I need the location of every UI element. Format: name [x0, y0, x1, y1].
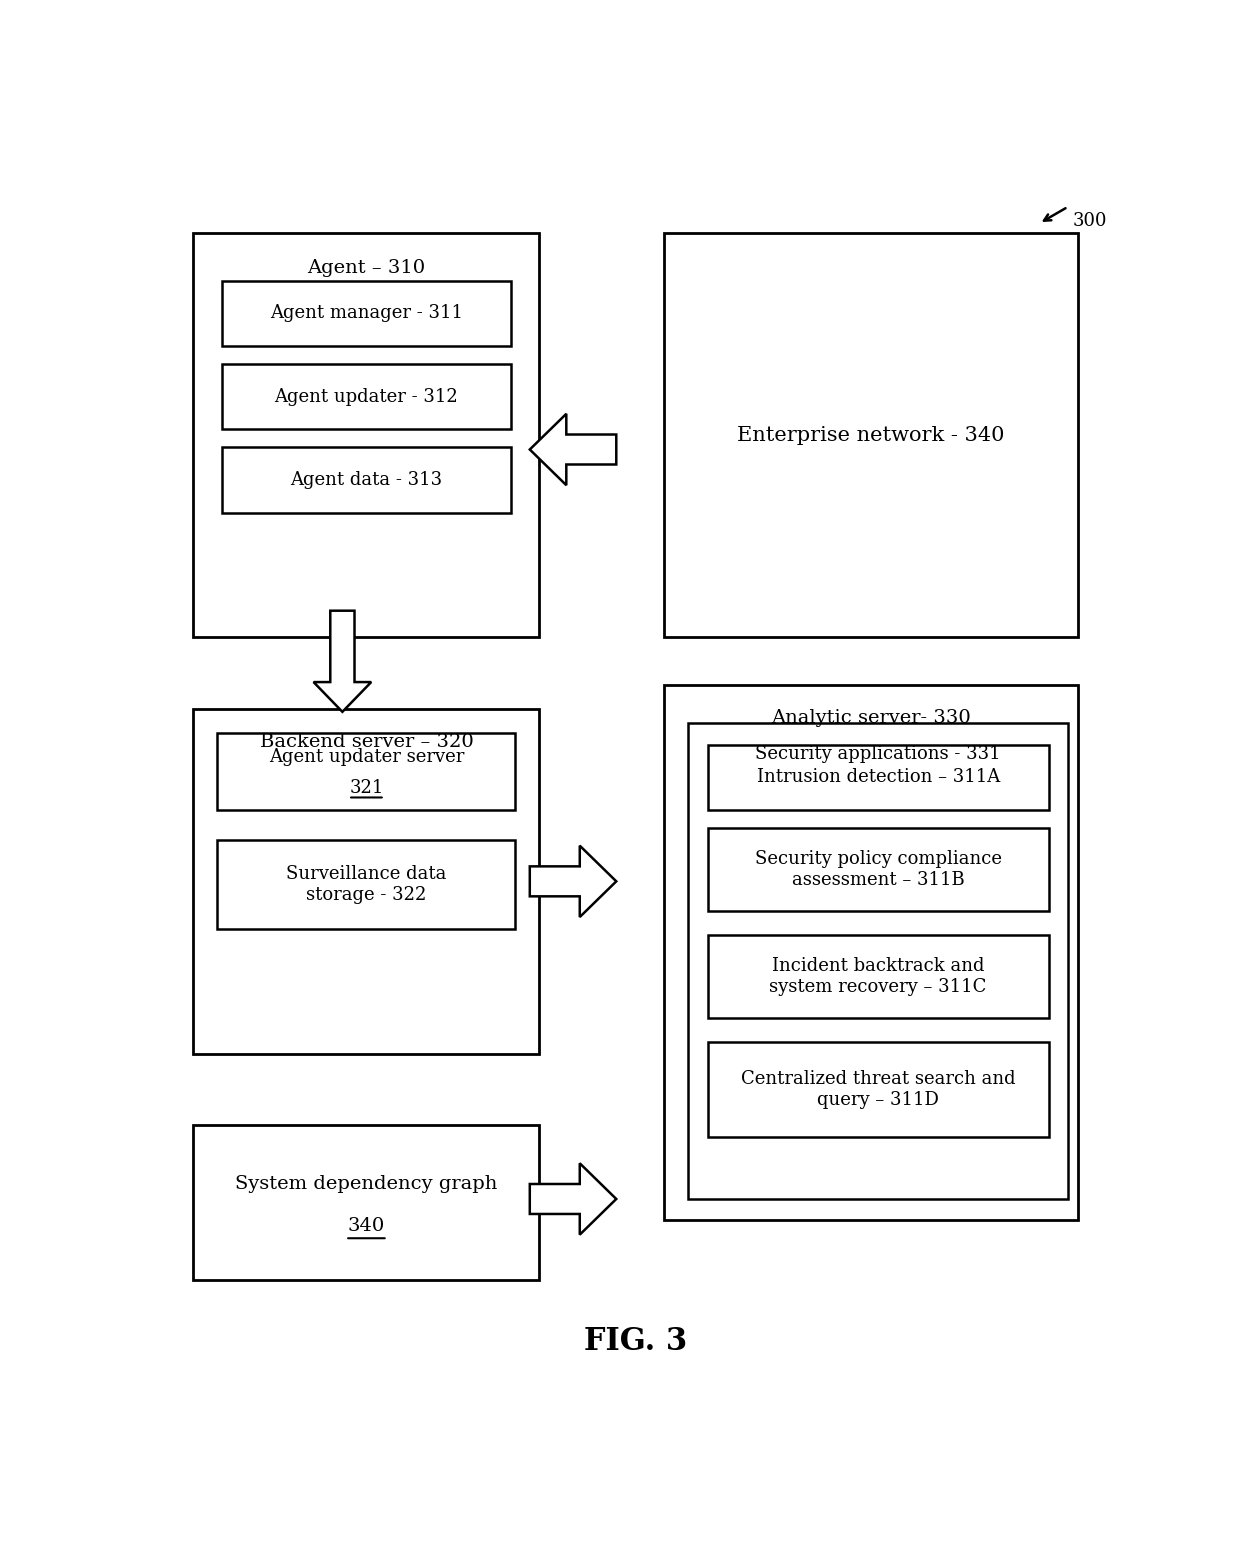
FancyBboxPatch shape	[665, 233, 1078, 638]
Polygon shape	[529, 1163, 616, 1234]
Text: 340: 340	[347, 1217, 386, 1236]
Text: Security applications - 331: Security applications - 331	[755, 745, 1001, 763]
Text: Security policy compliance
assessment – 311B: Security policy compliance assessment – …	[755, 850, 1002, 888]
Text: Incident backtrack and
system recovery – 311C: Incident backtrack and system recovery –…	[770, 956, 987, 997]
Text: Agent updater server: Agent updater server	[269, 748, 464, 766]
Text: 300: 300	[1073, 212, 1107, 230]
FancyBboxPatch shape	[665, 684, 1078, 1221]
Polygon shape	[529, 845, 616, 918]
Text: Backend server – 320: Backend server – 320	[259, 732, 474, 751]
FancyBboxPatch shape	[217, 840, 516, 929]
FancyBboxPatch shape	[217, 732, 516, 810]
Text: Centralized threat search and
query – 311D: Centralized threat search and query – 31…	[740, 1071, 1016, 1109]
Polygon shape	[314, 610, 371, 712]
Text: Agent – 310: Agent – 310	[308, 260, 425, 277]
Text: Surveillance data
storage - 322: Surveillance data storage - 322	[286, 865, 446, 904]
Text: Agent data - 313: Agent data - 313	[290, 471, 443, 488]
FancyBboxPatch shape	[222, 281, 511, 346]
Text: FIG. 3: FIG. 3	[584, 1326, 687, 1357]
FancyBboxPatch shape	[708, 935, 1049, 1018]
FancyBboxPatch shape	[688, 723, 1068, 1199]
FancyBboxPatch shape	[193, 233, 539, 638]
Text: Analytic server- 330: Analytic server- 330	[771, 709, 971, 726]
Text: Enterprise network - 340: Enterprise network - 340	[738, 426, 1004, 445]
Text: Intrusion detection – 311A: Intrusion detection – 311A	[756, 768, 999, 786]
Text: Agent updater - 312: Agent updater - 312	[274, 388, 459, 406]
FancyBboxPatch shape	[222, 447, 511, 513]
FancyBboxPatch shape	[708, 1041, 1049, 1137]
FancyBboxPatch shape	[193, 1125, 539, 1279]
Text: System dependency graph: System dependency graph	[236, 1174, 497, 1193]
FancyBboxPatch shape	[222, 365, 511, 430]
FancyBboxPatch shape	[193, 709, 539, 1054]
FancyBboxPatch shape	[708, 828, 1049, 912]
Text: Agent manager - 311: Agent manager - 311	[270, 304, 463, 323]
Polygon shape	[529, 414, 616, 485]
FancyBboxPatch shape	[708, 745, 1049, 810]
Text: 321: 321	[350, 779, 383, 797]
